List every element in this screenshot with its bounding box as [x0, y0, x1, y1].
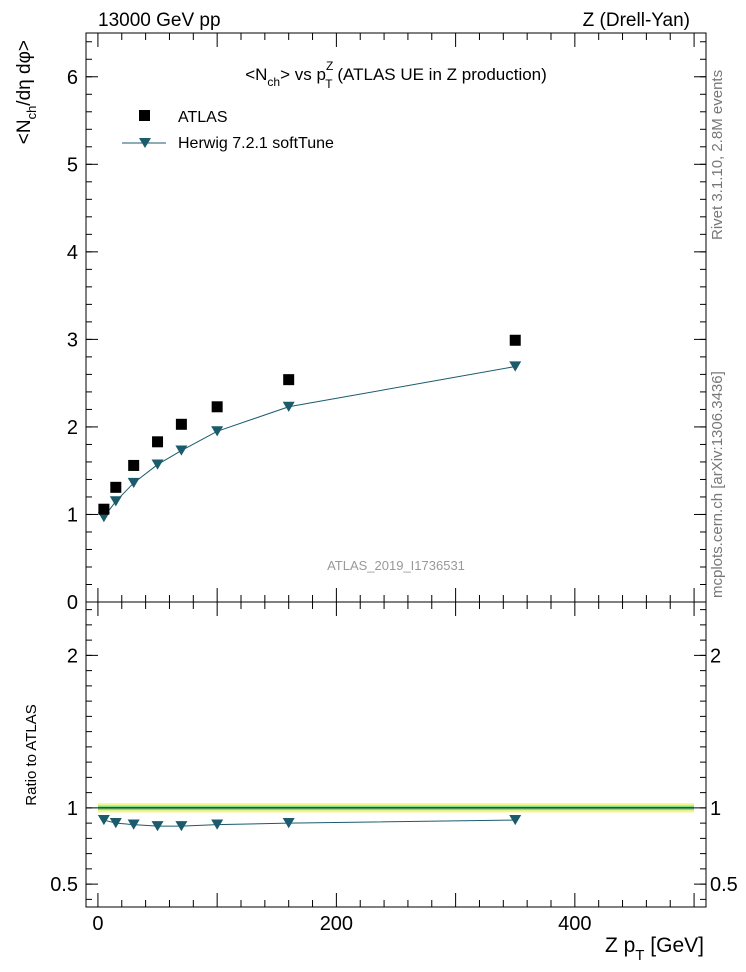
- mc-point: [109, 496, 122, 507]
- ratio-mc-point: [97, 814, 110, 826]
- main-y-tick-label: 4: [67, 242, 78, 264]
- ratio-mc-point: [127, 819, 140, 830]
- x-axis-label: Z pT [GeV]: [605, 934, 704, 964]
- main-y-tick-label: 6: [67, 67, 78, 89]
- analysis-watermark: ATLAS_2019_I1736531: [327, 558, 465, 573]
- ratio-mc-point: [211, 819, 224, 830]
- mc-point: [127, 477, 140, 489]
- ratio-y-tick-label: 0.5: [50, 874, 78, 896]
- ratio-y-axis-label: Ratio to ATLAS: [23, 704, 40, 805]
- axes: 0 1 2 3 4 5 6 0.5 0.5 1 1 2 2 0 200 400: [50, 33, 738, 935]
- ratio-mc-point: [109, 818, 122, 829]
- header-right: Z (Drell-Yan): [583, 10, 690, 31]
- legend: ATLAS Herwig 7.2.1 softTune: [122, 109, 334, 152]
- x-tick-label: 400: [558, 913, 591, 935]
- ratio-mc-point: [175, 821, 188, 832]
- header-left: 13000 GeV pp: [98, 10, 221, 31]
- atlas-data-point: [509, 334, 521, 346]
- ratio-y-tick-label-right: 0.5: [710, 874, 738, 896]
- x-tick-label: 0: [92, 913, 103, 935]
- main-y-axis-label: <Nch/dη dφ>: [14, 40, 39, 144]
- atlas-data-point: [211, 401, 223, 413]
- legend-mc-label: Herwig 7.2.1 softTune: [178, 135, 334, 152]
- legend-atlas-marker: [139, 110, 150, 121]
- ratio-mc-line: [103, 819, 516, 827]
- atlas-data-point: [128, 459, 140, 471]
- mc-point: [151, 459, 164, 470]
- atlas-data-point: [283, 374, 295, 386]
- ratio-plot-frame: [85, 601, 707, 908]
- mc-point: [282, 401, 295, 412]
- ratio-y-tick-label-right: 2: [710, 645, 721, 667]
- ratio-y-tick-label-right: 1: [710, 798, 721, 820]
- atlas-data-point: [152, 436, 164, 448]
- main-y-tick-label: 1: [67, 504, 78, 526]
- atlas-data-point: [175, 418, 187, 430]
- ratio-mc-point: [151, 821, 164, 832]
- mc-point: [509, 361, 522, 372]
- mcplots-label: mcplots.cern.ch [arXiv:1306.3436]: [709, 371, 726, 598]
- ratio-mc-point: [282, 818, 295, 829]
- main-title: <Nch> vs pZ T (ATLAS UE in Z production): [245, 59, 547, 91]
- rivet-label: Rivet 3.1.10, 2.8M events: [709, 70, 726, 240]
- main-y-tick-label: 2: [67, 417, 78, 439]
- main-y-tick-label: 3: [67, 329, 78, 351]
- legend-mc-marker: [139, 138, 151, 148]
- ratio-y-tick-label: 2: [67, 645, 78, 667]
- main-y-tick-label: 0: [67, 592, 78, 614]
- x-tick-label: 200: [320, 913, 353, 935]
- atlas-data-point: [110, 481, 122, 493]
- main-marks: [97, 334, 522, 523]
- ratio-marks: [97, 814, 522, 832]
- main-y-tick-label: 5: [67, 154, 78, 176]
- ratio-band: [97, 803, 695, 813]
- legend-atlas-label: ATLAS: [178, 109, 228, 126]
- ratio-mc-point: [509, 814, 522, 826]
- ratio-y-tick-label: 1: [67, 798, 78, 820]
- mc-point: [175, 445, 188, 456]
- mc-series-line: [103, 366, 516, 518]
- atlas-data-point: [98, 503, 110, 515]
- mc-point: [211, 426, 224, 437]
